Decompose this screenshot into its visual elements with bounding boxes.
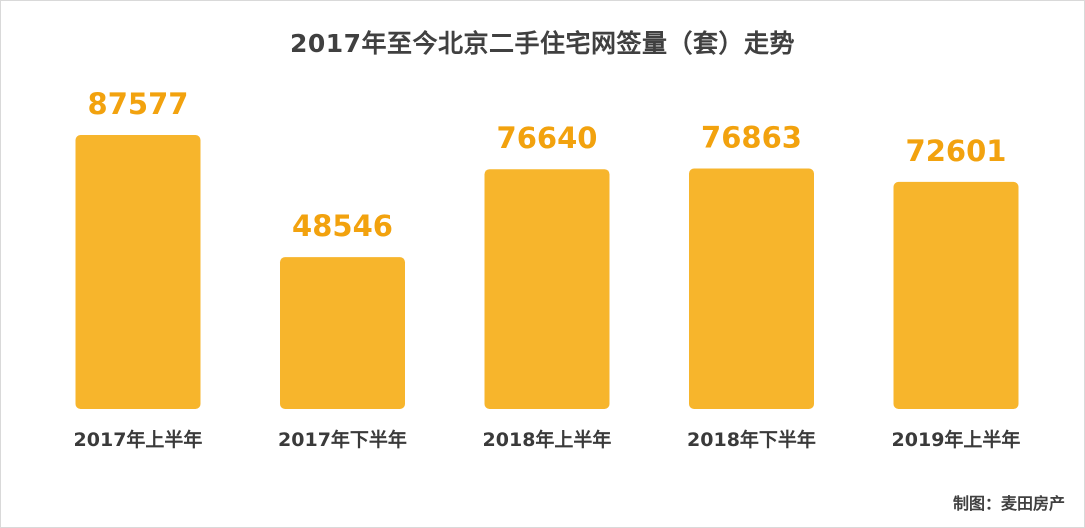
bar-value-label: 72601 [906,134,1007,168]
category-label: 2017年下半年 [278,428,407,451]
category-label: 2017年上半年 [74,428,203,451]
bar-value-label: 48546 [292,209,393,243]
bar-value-label: 76863 [701,121,802,155]
bar-value-label: 87577 [88,87,189,121]
bar-5 [893,181,1019,409]
category-label: 2018年下半年 [687,428,816,451]
chart-title: 2017年至今北京二手住宅网签量（套）走势 [289,29,796,58]
category-label: 2018年上半年 [483,428,612,451]
category-label: 2019年上半年 [892,428,1021,451]
bar-3 [484,169,610,409]
bar-2 [280,257,405,409]
bar-1 [75,135,201,409]
bar-value-label: 76640 [497,121,598,155]
bar-4 [689,168,814,409]
source-note: 制图：麦田房产 [952,494,1065,513]
